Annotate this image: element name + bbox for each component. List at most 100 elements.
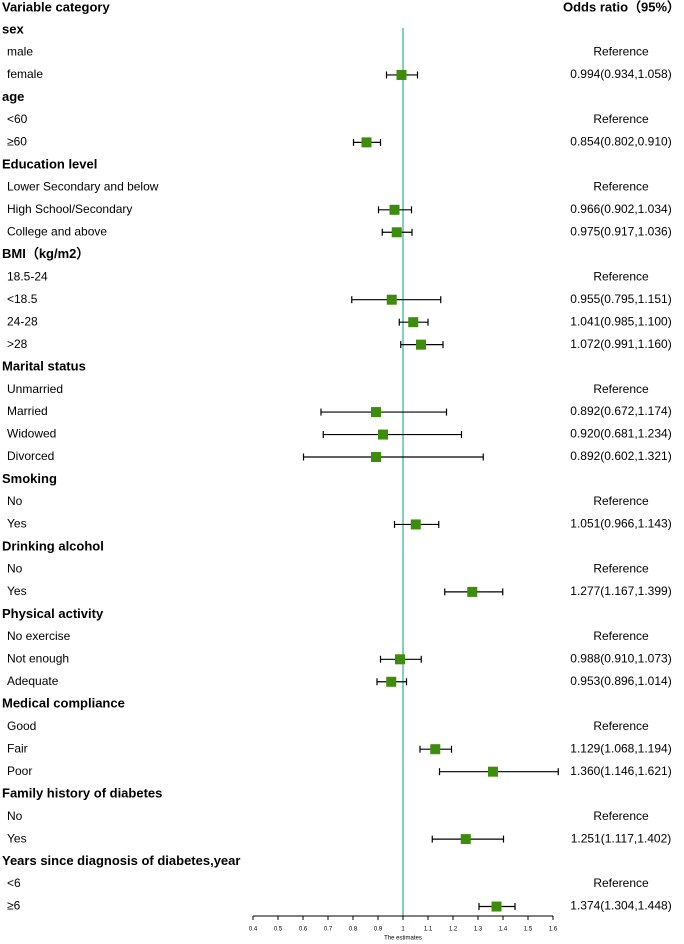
x-tick-label: 1.3 (474, 927, 483, 933)
row-label: Fair (7, 741, 28, 755)
estimate-label: 0.988(0.910,1.073) (570, 651, 671, 665)
row-label: ≥60 (7, 135, 27, 149)
point-estimate (371, 452, 381, 463)
row-label: Married (7, 404, 48, 418)
x-tick-label: 1 (401, 927, 405, 933)
estimate-label: 1.129(1.068,1.194) (570, 741, 671, 755)
x-tick-label: 1.5 (524, 927, 533, 933)
row-label: Adequate (7, 674, 59, 688)
row-label: No (7, 494, 23, 508)
x-tick-label: 0.6 (299, 927, 308, 933)
x-tick-label: 1.2 (449, 927, 458, 933)
estimate-label: Reference (593, 809, 649, 823)
point-estimate (395, 654, 405, 665)
row-label: No (7, 809, 23, 823)
estimate-label: Reference (593, 876, 649, 890)
point-estimate (460, 834, 471, 845)
point-estimate (467, 586, 478, 597)
point-estimate (408, 317, 419, 328)
estimate-label: 1.251(1.117,1.402) (571, 831, 672, 845)
estimate-label: Reference (593, 179, 649, 193)
row-label: female (7, 67, 43, 81)
point-estimate (488, 766, 498, 777)
estimate-label: 0.920(0.681,1.234) (570, 427, 671, 441)
estimate-label: Reference (593, 269, 649, 283)
point-estimate (371, 407, 381, 418)
row-label: High School/Secondary (7, 202, 132, 216)
row-label: Not enough (7, 651, 69, 665)
estimate-label: 1.360(1.146,1.621) (570, 764, 671, 778)
estimate-label: 1.072(0.991,1.160) (570, 337, 671, 351)
point-estimate (361, 137, 372, 148)
row-label: <6 (7, 876, 21, 890)
point-estimate (410, 519, 421, 530)
row-label: >28 (7, 337, 28, 351)
point-estimate (378, 429, 388, 440)
row-label: 24-28 (7, 314, 38, 328)
row-label: No (7, 562, 23, 576)
row-label: Divorced (7, 449, 54, 463)
row-label: Poor (7, 764, 32, 778)
x-tick-label: 0.5 (274, 927, 283, 933)
estimate-label: 0.892(0.602,1.321) (570, 449, 671, 463)
point-estimate (386, 294, 397, 305)
group-label: Drinking alcohol (2, 538, 104, 553)
row-label: <60 (7, 112, 28, 126)
estimate-label: Reference (593, 112, 649, 126)
group-label: Marital status (2, 359, 86, 374)
column-title: Variable category (2, 0, 110, 14)
x-tick-label: 1.4 (499, 927, 508, 933)
point-estimate (386, 676, 397, 687)
row-label: <18.5 (7, 292, 38, 306)
row-label: Widowed (7, 427, 56, 441)
row-label: Yes (7, 831, 27, 845)
estimate-label: 1.051(0.966,1.143) (570, 517, 671, 531)
x-tick-label: 0.4 (249, 927, 258, 933)
row-label: Lower Secondary and below (7, 179, 159, 193)
estimate-label: 0.953(0.896,1.014) (570, 674, 671, 688)
point-estimate (396, 69, 407, 80)
estimate-label: Reference (593, 719, 649, 733)
estimate-label: 0.994(0.934,1.058) (570, 67, 671, 81)
row-label: male (7, 45, 33, 59)
x-axis-title: The estimates (384, 936, 422, 942)
group-label: Family history of diabetes (2, 786, 162, 801)
estimate-label: Reference (593, 45, 649, 59)
x-tick-label: 0.9 (374, 927, 383, 933)
estimate-label: Reference (593, 382, 649, 396)
row-label: Yes (7, 517, 27, 531)
estimate-label: 0.892(0.672,1.174) (570, 404, 671, 418)
column-title: Odds ratio（95%） (563, 0, 680, 14)
group-label: BMI（kg/m2） (2, 246, 89, 261)
x-tick-label: 1.1 (424, 927, 433, 933)
point-estimate (491, 901, 502, 912)
group-label: age (2, 89, 24, 104)
row-label: Unmarried (7, 382, 63, 396)
row-label: Good (7, 719, 36, 733)
point-estimate (416, 339, 426, 350)
row-label: ≥6 (7, 899, 21, 913)
estimate-label: 1.041(0.985,1.100) (570, 314, 671, 328)
estimate-label: Reference (593, 629, 649, 643)
point-estimate (430, 744, 441, 755)
group-label: sex (2, 21, 24, 36)
group-label: Physical activity (2, 606, 104, 621)
row-label: Yes (7, 584, 27, 598)
row-label: College and above (7, 224, 107, 238)
row-label: No exercise (7, 629, 71, 643)
group-label: Medical compliance (2, 696, 125, 711)
point-estimate (389, 204, 400, 215)
group-label: Education level (2, 156, 97, 171)
estimate-label: 1.277(1.167,1.399) (570, 584, 671, 598)
x-tick-label: 0.8 (349, 927, 358, 933)
point-estimate (391, 227, 402, 238)
x-tick-label: 0.7 (324, 927, 333, 933)
estimate-label: 0.955(0.795,1.151) (570, 292, 671, 306)
estimate-label: Reference (593, 494, 649, 508)
group-label: Smoking (2, 471, 57, 486)
group-label: Years since diagnosis of diabetes,year (2, 853, 240, 868)
estimate-label: 0.966(0.902,1.034) (570, 202, 671, 216)
estimate-label: 0.854(0.802,0.910) (570, 135, 671, 149)
estimate-label: Reference (593, 562, 649, 576)
